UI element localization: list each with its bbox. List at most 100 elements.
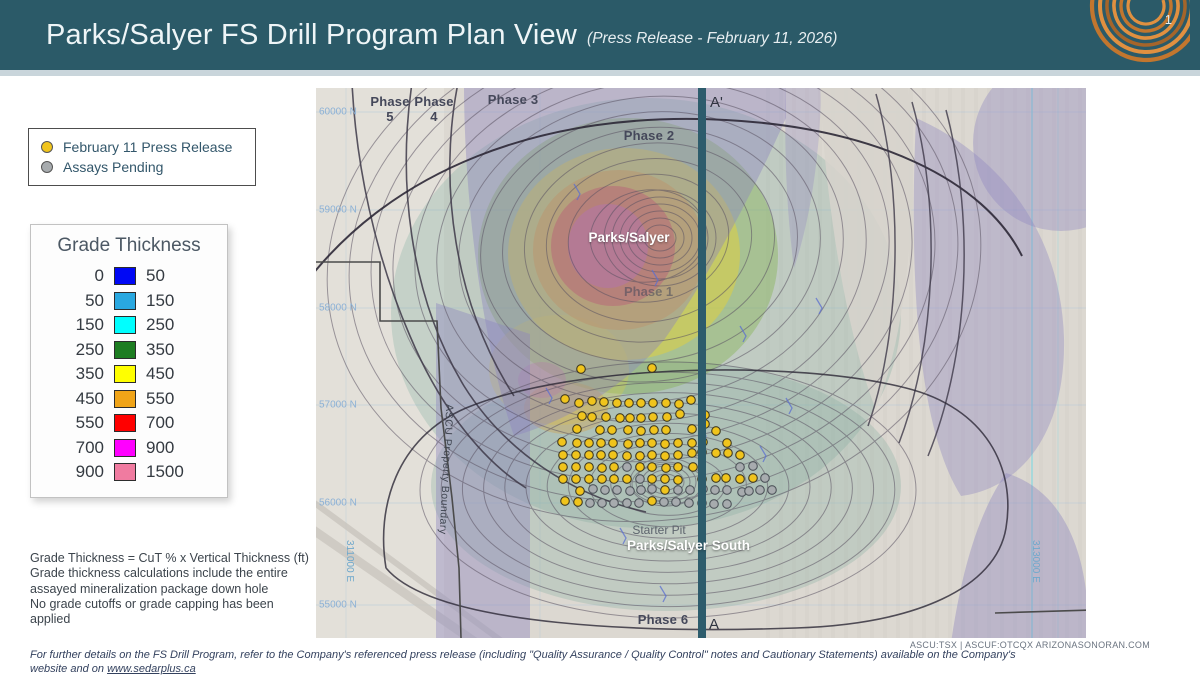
drill-hole-reported <box>576 364 586 374</box>
drill-hole-reported <box>624 398 634 408</box>
grade-scale-row: 250 350 <box>41 338 217 363</box>
footnote-line2: website and on <box>30 663 108 675</box>
drill-hole-reported <box>711 426 721 436</box>
grade-from-value: 0 <box>94 266 104 286</box>
grade-from-value: 250 <box>75 339 104 359</box>
grade-thickness-title: Grade Thickness <box>57 235 201 256</box>
grade-scale-row: 350 450 <box>41 362 217 387</box>
grade-to-value: 900 <box>146 437 175 457</box>
grade-to-value: 700 <box>146 413 175 433</box>
northing-grid-label: 55000 N <box>319 599 357 611</box>
phase-3-label: Phase 3 <box>487 92 539 107</box>
drill-hole-pending <box>735 462 745 472</box>
page-title: Parks/Salyer FS Drill Program Plan View <box>46 18 578 51</box>
drill-hole-reported <box>615 413 625 423</box>
drill-hole-reported <box>748 473 758 483</box>
drill-plan-map: Phase 5 Phase 4 Phase 3 Phase 2 Phase 1 Phase… <box>316 88 1086 638</box>
grade-color-swatch <box>114 267 136 286</box>
drill-hole-pending <box>597 498 607 508</box>
drill-hole-reported <box>607 425 617 435</box>
grade-to-value: 550 <box>146 388 175 408</box>
drill-hole-pending <box>622 498 632 508</box>
drill-hole-pending <box>625 486 635 496</box>
grade-from-value: 900 <box>75 462 104 482</box>
drill-hole-reported <box>577 411 587 421</box>
northing-grid-label: 57000 N <box>319 399 357 411</box>
legend-item-label: Assays Pending <box>63 159 164 175</box>
drill-hole-reported <box>647 474 657 484</box>
easting-grid-label: 311000 E <box>344 540 355 583</box>
drill-hole-pending <box>671 497 681 507</box>
note-line: Grade Thickness = CuT % x Vertical Thick… <box>30 551 309 565</box>
drill-hole-pending <box>636 485 646 495</box>
grade-to-value: 1500 <box>146 462 184 482</box>
northing-grid-label: 56000 N <box>319 497 357 509</box>
drill-hole-pending <box>722 485 732 495</box>
drill-hole-reported <box>647 450 657 460</box>
drill-hole-reported <box>660 485 670 495</box>
drill-hole-reported <box>635 462 645 472</box>
drill-hole-reported <box>608 438 618 448</box>
drill-hole-reported <box>574 398 584 408</box>
page-subtitle: (Press Release - February 11, 2026) <box>587 30 838 47</box>
drill-hole-reported <box>636 426 646 436</box>
drill-hole-pending <box>684 498 694 508</box>
drill-hole-reported <box>647 462 657 472</box>
section-a-prime-label: A' <box>710 94 723 111</box>
grade-scale-row: 50 150 <box>41 289 217 314</box>
phase-6-label: Phase 6 <box>637 612 689 627</box>
drill-hole-pending <box>585 498 595 508</box>
drill-hole-reported <box>587 412 597 422</box>
drill-hole-reported <box>575 486 585 496</box>
drill-hole-pending <box>710 485 720 495</box>
drill-hole-pending <box>722 499 732 509</box>
drill-hole-reported <box>622 474 632 484</box>
drill-hole-reported <box>647 363 657 373</box>
drill-hole-reported <box>673 438 683 448</box>
grade-scale-row: 700 900 <box>41 436 217 461</box>
drill-hole-reported <box>595 425 605 435</box>
drill-hole-pending <box>647 484 657 494</box>
grade-scale-row: 550 700 <box>41 411 217 436</box>
drill-hole-reported <box>557 437 567 447</box>
drill-hole-pending <box>673 485 683 495</box>
drill-hole-reported <box>687 424 697 434</box>
drill-hole-reported <box>572 438 582 448</box>
drill-hole-reported <box>735 450 745 460</box>
section-line-a-aprime <box>698 88 706 638</box>
grade-thickness-legend: Grade Thickness 0 50 50 150 150 250 250 350 350 4… <box>30 224 228 498</box>
drill-hole-pending <box>609 498 619 508</box>
drill-hole-reported <box>558 462 568 472</box>
drill-hole-reported <box>599 397 609 407</box>
stock-ticker: ASCU:TSX | ASCUF:OTCQX ARIZONASONORAN.CO… <box>909 640 1150 650</box>
grade-color-swatch <box>114 414 136 433</box>
drill-hole-reported <box>609 462 619 472</box>
drill-hole-reported <box>558 474 568 484</box>
drill-hole-reported <box>688 462 698 472</box>
page-number: 1 <box>1164 12 1172 27</box>
grade-from-value: 150 <box>75 315 104 335</box>
drill-hole-pending <box>744 486 754 496</box>
sedarplus-link[interactable]: www.sedarplus.ca <box>107 663 196 675</box>
grade-color-swatch <box>114 316 136 335</box>
drill-hole-reported <box>711 473 721 483</box>
legend-item: February 11 Press Release <box>41 137 245 157</box>
drill-hole-reported <box>673 450 683 460</box>
drill-hole-reported <box>673 475 683 485</box>
drill-hole-reported <box>571 474 581 484</box>
grade-color-swatch <box>114 365 136 384</box>
drill-hole-reported <box>609 474 619 484</box>
drill-hole-reported <box>625 413 635 423</box>
drill-hole-pending <box>760 473 770 483</box>
phase-5-label: Phase 5 <box>370 94 410 124</box>
grade-to-value: 250 <box>146 315 175 335</box>
header-bar: Parks/Salyer FS Drill Program Plan View … <box>0 0 1200 70</box>
drill-hole-pending <box>685 485 695 495</box>
drill-hole-reported <box>673 462 683 472</box>
grade-color-swatch <box>114 389 136 408</box>
drill-hole-reported <box>647 496 657 506</box>
drill-hole-reported <box>560 496 570 506</box>
drill-hole-pending <box>709 499 719 509</box>
parks-salyer-label: Parks/Salyer <box>588 230 670 245</box>
